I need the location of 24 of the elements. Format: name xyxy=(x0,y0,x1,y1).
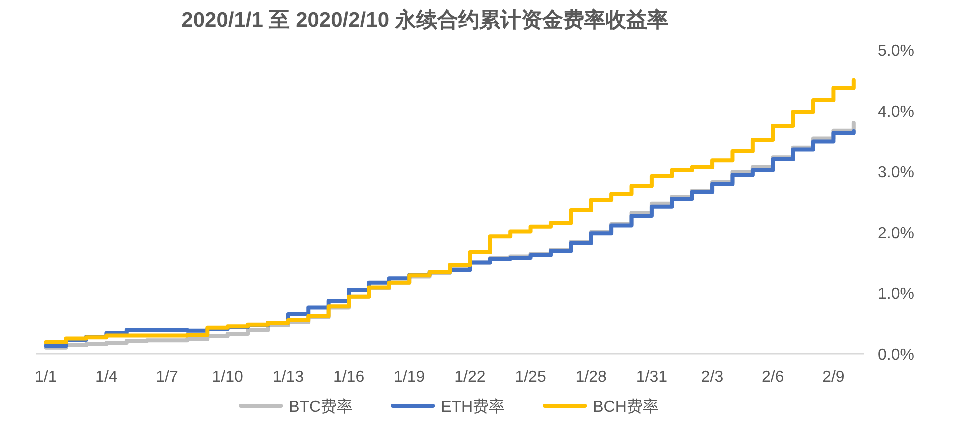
xtick: 1/19 xyxy=(394,369,426,386)
xtick: 1/22 xyxy=(454,369,486,386)
ytick: 4.0% xyxy=(878,104,914,121)
xtick: 2/6 xyxy=(762,369,784,386)
ytick: 2.0% xyxy=(878,225,914,242)
xtick: 1/16 xyxy=(333,369,365,386)
xtick: 1/1 xyxy=(34,369,58,386)
ytick: 5.0% xyxy=(878,43,914,60)
xtick: 2/9 xyxy=(822,369,845,386)
legend-label: BCH费率 xyxy=(593,399,659,416)
xtick: 1/10 xyxy=(212,369,244,386)
legend-label: BTC费率 xyxy=(289,399,354,416)
xtick: 1/25 xyxy=(515,369,546,386)
legend-label: ETH费率 xyxy=(441,399,506,416)
ytick: 1.0% xyxy=(878,286,914,304)
xtick: 2/3 xyxy=(701,369,724,386)
title: 2020/1/1 至 2020/2/10 永续合约累计资金费率收益率 xyxy=(182,9,668,32)
xtick: 1/28 xyxy=(576,369,607,386)
xtick: 1/31 xyxy=(636,369,668,386)
ytick: 0.0% xyxy=(878,347,914,364)
ytick: 3.0% xyxy=(878,164,914,182)
xtick: 1/13 xyxy=(272,369,304,386)
xtick: 1/7 xyxy=(156,369,178,386)
xtick: 1/4 xyxy=(96,369,118,386)
